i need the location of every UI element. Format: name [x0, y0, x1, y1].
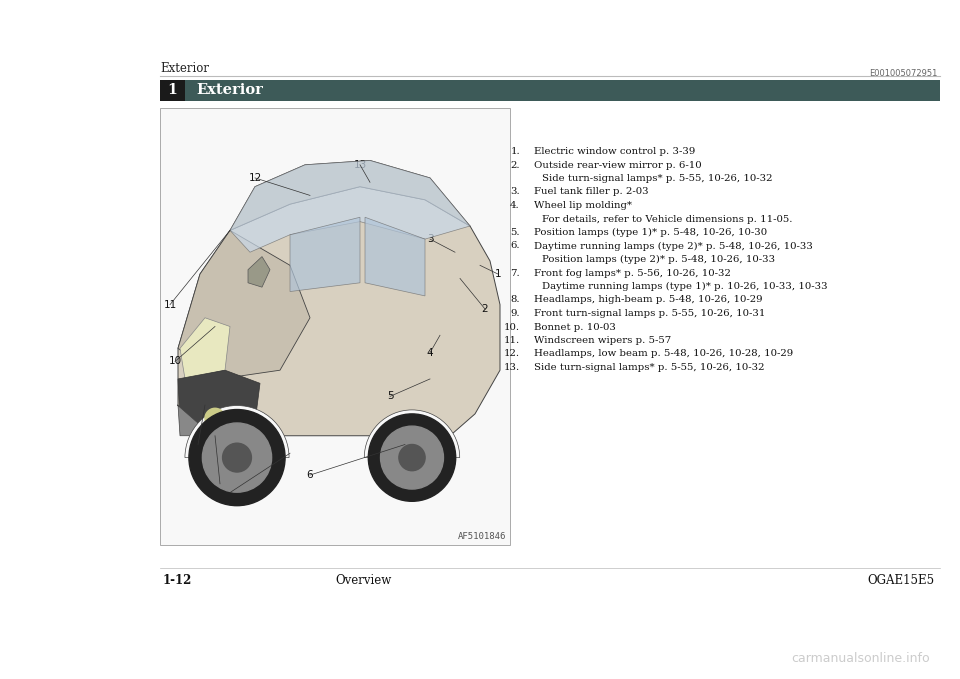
Polygon shape: [180, 318, 230, 379]
Text: Exterior: Exterior: [160, 62, 209, 75]
Text: 11.: 11.: [504, 336, 520, 345]
Polygon shape: [178, 230, 310, 379]
Text: 10: 10: [168, 356, 181, 367]
Text: Outside rear-view mirror p. 6-10: Outside rear-view mirror p. 6-10: [534, 160, 702, 170]
Text: Daytime running lamps (type 1)* p. 10-26, 10-33, 10-33: Daytime running lamps (type 1)* p. 10-26…: [542, 282, 828, 291]
Polygon shape: [178, 370, 260, 422]
Text: 9: 9: [195, 439, 202, 449]
Text: OGAE15E5: OGAE15E5: [868, 574, 935, 587]
Circle shape: [399, 445, 425, 471]
Text: 10.: 10.: [504, 323, 520, 331]
Circle shape: [205, 408, 225, 428]
Text: 13.: 13.: [504, 363, 520, 372]
Text: Position lamps (type 2)* p. 5-48, 10-26, 10-33: Position lamps (type 2)* p. 5-48, 10-26,…: [542, 255, 775, 264]
Text: Windscreen wipers p. 5-57: Windscreen wipers p. 5-57: [534, 336, 671, 345]
Circle shape: [203, 423, 272, 492]
Text: 9.: 9.: [511, 309, 520, 318]
Text: AF5101846: AF5101846: [458, 532, 506, 541]
Text: 11: 11: [163, 299, 177, 310]
Text: 5: 5: [387, 391, 394, 401]
Text: Headlamps, low beam p. 5-48, 10-26, 10-28, 10-29: Headlamps, low beam p. 5-48, 10-26, 10-2…: [534, 350, 793, 359]
Text: 2.: 2.: [511, 160, 520, 170]
Polygon shape: [248, 257, 270, 287]
Wedge shape: [185, 405, 289, 458]
Text: 12: 12: [249, 173, 262, 183]
Polygon shape: [230, 160, 470, 252]
Text: 4.: 4.: [511, 201, 520, 210]
Text: 5.: 5.: [511, 228, 520, 237]
Polygon shape: [290, 217, 360, 291]
Text: 4: 4: [426, 348, 433, 358]
Text: Bonnet p. 10-03: Bonnet p. 10-03: [534, 323, 616, 331]
Text: 8.: 8.: [511, 295, 520, 304]
Text: carmanualsonline.info: carmanualsonline.info: [791, 652, 930, 665]
Text: Side turn-signal lamps* p. 5-55, 10-26, 10-32: Side turn-signal lamps* p. 5-55, 10-26, …: [534, 363, 764, 372]
Circle shape: [380, 426, 444, 489]
Text: Wheel lip molding*: Wheel lip molding*: [534, 201, 632, 210]
Text: Fuel tank filler p. 2-03: Fuel tank filler p. 2-03: [534, 187, 649, 196]
Text: For details, refer to Vehicle dimensions p. 11-05.: For details, refer to Vehicle dimensions…: [542, 215, 793, 223]
Text: 1-12: 1-12: [163, 574, 192, 587]
Text: Overview: Overview: [335, 574, 392, 587]
Text: Daytime running lamps (type 2)* p. 5-48, 10-26, 10-33: Daytime running lamps (type 2)* p. 5-48,…: [534, 242, 813, 251]
Text: 12.: 12.: [504, 350, 520, 359]
Bar: [160, 80, 185, 101]
Text: 1.: 1.: [511, 147, 520, 156]
Text: 1: 1: [494, 269, 501, 279]
Polygon shape: [178, 405, 212, 436]
Circle shape: [223, 443, 252, 472]
Circle shape: [189, 409, 285, 506]
Text: 1: 1: [167, 84, 177, 98]
Text: Electric window control p. 3-39: Electric window control p. 3-39: [534, 147, 695, 156]
Circle shape: [369, 414, 456, 501]
Text: 13: 13: [353, 160, 367, 170]
Text: Side turn-signal lamps* p. 5-55, 10-26, 10-32: Side turn-signal lamps* p. 5-55, 10-26, …: [542, 174, 773, 183]
Text: 2: 2: [482, 304, 489, 314]
Text: 7.: 7.: [511, 268, 520, 278]
Polygon shape: [230, 160, 470, 230]
Text: Exterior: Exterior: [196, 84, 263, 98]
Polygon shape: [365, 217, 425, 296]
Text: 3: 3: [426, 234, 433, 244]
Text: Front turn-signal lamps p. 5-55, 10-26, 10-31: Front turn-signal lamps p. 5-55, 10-26, …: [534, 309, 765, 318]
Bar: [160, 108, 510, 545]
Text: Front fog lamps* p. 5-56, 10-26, 10-32: Front fog lamps* p. 5-56, 10-26, 10-32: [534, 268, 731, 278]
Text: Position lamps (type 1)* p. 5-48, 10-26, 10-30: Position lamps (type 1)* p. 5-48, 10-26,…: [534, 228, 767, 237]
Text: 8: 8: [217, 479, 224, 489]
Text: 6: 6: [306, 470, 313, 480]
Text: Headlamps, high-beam p. 5-48, 10-26, 10-29: Headlamps, high-beam p. 5-48, 10-26, 10-…: [534, 295, 762, 304]
Text: 6.: 6.: [511, 242, 520, 251]
Text: E001005072951: E001005072951: [870, 69, 938, 78]
Text: 3.: 3.: [511, 187, 520, 196]
Bar: [185, 80, 940, 101]
Polygon shape: [178, 187, 500, 436]
Wedge shape: [364, 410, 460, 458]
Text: 7: 7: [227, 488, 233, 498]
